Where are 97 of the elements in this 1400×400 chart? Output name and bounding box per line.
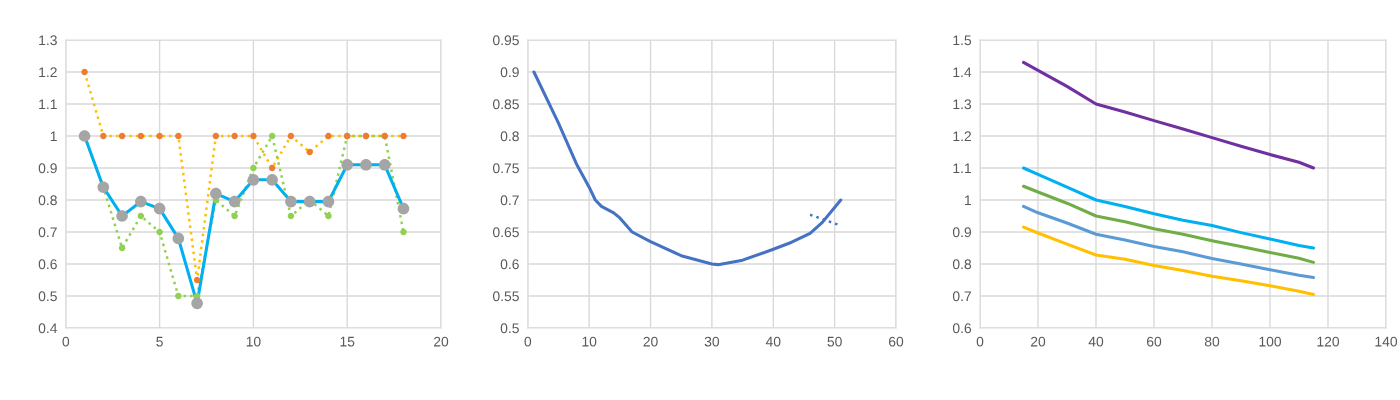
y-tick-label: 1.4	[953, 67, 972, 78]
x-tick-label: 40	[1088, 336, 1104, 347]
y-tick-label: 0.6	[500, 259, 519, 270]
point	[135, 195, 147, 208]
x-tick-label: 60	[888, 336, 904, 347]
y-tick-label: 1.3	[39, 35, 57, 46]
point	[247, 174, 260, 186]
point	[306, 148, 313, 156]
y-tick-label: 0.85	[492, 99, 519, 110]
x-tick-label: 10	[582, 336, 597, 347]
point	[116, 210, 128, 222]
y-tick-label: 0.9	[952, 227, 972, 238]
y-tick-label: 0.8	[38, 195, 57, 206]
point	[322, 195, 335, 208]
y-tick-label: 0.6	[38, 259, 57, 270]
line-series	[1021, 204, 1316, 279]
point	[118, 244, 126, 252]
point	[137, 212, 145, 220]
x-tick-label: 15	[340, 336, 355, 347]
y-tick-label: 0.6	[952, 323, 972, 334]
x-tick-label: 60	[1146, 336, 1162, 347]
x-tick-label: 0	[524, 336, 532, 347]
point	[266, 174, 278, 186]
point	[325, 132, 332, 140]
point	[81, 68, 88, 76]
line-series	[1021, 60, 1316, 170]
y-tick-label: 1	[965, 195, 971, 206]
y-tick-label: 1.1	[953, 163, 971, 174]
y-tick-label: 0.7	[952, 291, 971, 302]
point	[193, 276, 201, 284]
x-tick-label: 0	[62, 336, 70, 347]
point	[175, 292, 182, 300]
y-tick-label: 0.9	[500, 67, 519, 78]
x-tick-label: 40	[765, 336, 781, 347]
y-tick-label: 0.65	[492, 227, 519, 238]
point	[360, 158, 372, 171]
line-series	[1021, 225, 1316, 296]
point	[400, 132, 407, 140]
y-tick-label: 0.8	[952, 259, 972, 270]
y-tick-label: 0.5	[38, 291, 57, 302]
point	[268, 164, 276, 172]
point	[303, 195, 316, 208]
y-tick-label: 1.1	[39, 99, 57, 110]
y-tick-label: 0.5	[500, 323, 519, 334]
point	[191, 297, 203, 310]
point	[156, 132, 163, 140]
y-tick-label: 1.5	[953, 35, 972, 46]
y-tick-label: 1	[50, 131, 57, 142]
point	[341, 158, 354, 171]
point	[137, 132, 145, 140]
point	[231, 132, 238, 140]
y-tick-label: 0.75	[492, 163, 519, 174]
x-tick-label: 10	[246, 336, 261, 347]
line-series	[532, 70, 843, 267]
x-tick-label: 0	[976, 336, 984, 347]
x-tick-label: 50	[827, 336, 842, 347]
point	[400, 228, 407, 236]
point	[100, 132, 107, 140]
point	[175, 132, 182, 140]
point	[156, 228, 163, 236]
y-tick-label: 1.3	[953, 99, 972, 110]
point	[287, 212, 295, 220]
y-tick-label: 0.95	[492, 35, 519, 46]
line-series	[1021, 166, 1316, 250]
y-tick-label: 1.2	[953, 131, 971, 142]
point	[268, 132, 276, 140]
point	[250, 164, 257, 172]
point	[228, 195, 241, 208]
x-tick-label: 5	[156, 336, 163, 347]
point	[378, 158, 391, 171]
x-tick-label: 20	[433, 336, 449, 347]
line-series	[1021, 184, 1316, 264]
point	[153, 202, 166, 215]
y-tick-label: 0.7	[500, 195, 519, 206]
point	[397, 202, 410, 215]
y-tick-label: 1.2	[39, 67, 57, 78]
y-tick-label: 0.4	[38, 323, 58, 334]
point	[250, 132, 257, 140]
point	[287, 132, 295, 140]
point	[285, 195, 297, 208]
x-tick-label: 120	[1317, 336, 1340, 347]
x-tick-label: 20	[1030, 336, 1046, 347]
y-tick-label: 0.8	[500, 131, 519, 142]
point	[210, 187, 222, 200]
y-tick-label: 0.7	[38, 227, 57, 238]
x-tick-label: 100	[1259, 336, 1282, 347]
point	[325, 212, 332, 220]
x-tick-label: 80	[1204, 336, 1220, 347]
point	[231, 212, 238, 220]
y-tick-label: 0.55	[492, 291, 519, 302]
point	[212, 132, 220, 140]
x-tick-label: 140	[1375, 336, 1398, 347]
point	[118, 132, 126, 140]
point	[172, 232, 185, 245]
x-tick-label: 30	[704, 336, 720, 347]
y-tick-label: 0.9	[38, 163, 57, 174]
x-tick-label: 20	[643, 336, 658, 347]
